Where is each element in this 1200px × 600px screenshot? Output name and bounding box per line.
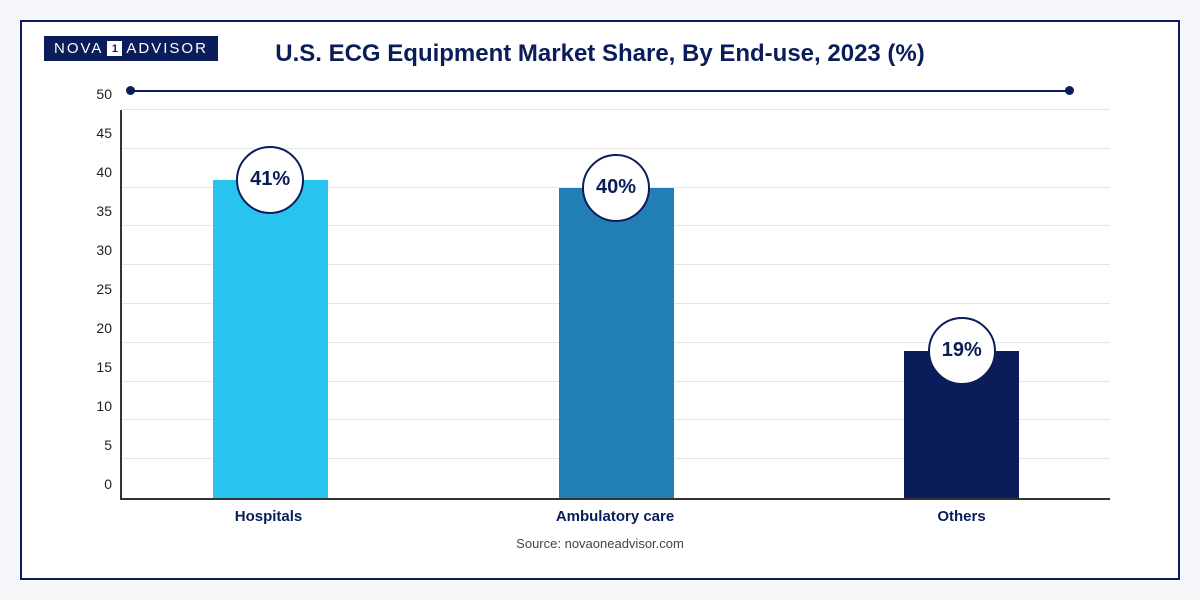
plot-area: 41% 40% 19% <box>120 110 1110 500</box>
divider-dot-left <box>126 86 135 95</box>
bar <box>213 180 328 498</box>
y-tick-label: 15 <box>96 359 112 375</box>
value-badge: 19% <box>928 317 996 385</box>
logo-left: NOVA <box>54 40 103 57</box>
y-tick-label: 20 <box>96 320 112 336</box>
y-axis: 05101520253035404550 <box>70 110 120 500</box>
value-badge: 41% <box>236 146 304 214</box>
y-tick-label: 5 <box>104 437 112 453</box>
brand-logo: NOVA 1 ADVISOR <box>44 36 218 61</box>
logo-box: 1 <box>107 41 122 56</box>
title-divider <box>130 86 1070 96</box>
x-tick-label: Hospitals <box>235 508 303 525</box>
x-axis: Hospitals Ambulatory care Others <box>120 502 1110 530</box>
logo-right: ADVISOR <box>126 40 208 57</box>
y-tick-label: 10 <box>96 398 112 414</box>
grid-line <box>122 109 1110 110</box>
divider-dot-right <box>1065 86 1074 95</box>
x-tick-label: Others <box>937 508 985 525</box>
bar <box>559 188 674 498</box>
divider-line <box>130 90 1070 92</box>
y-tick-label: 40 <box>96 164 112 180</box>
x-tick-label: Ambulatory care <box>556 508 674 525</box>
value-badge: 40% <box>582 154 650 222</box>
source-text: Source: novaoneadvisor.com <box>52 536 1148 551</box>
chart-frame: NOVA 1 ADVISOR U.S. ECG Equipment Market… <box>20 20 1180 580</box>
y-tick-label: 25 <box>96 281 112 297</box>
y-tick-label: 50 <box>96 86 112 102</box>
chart-area: 05101520253035404550 41%40%19% Hospitals… <box>70 110 1130 530</box>
y-tick-label: 35 <box>96 203 112 219</box>
y-tick-label: 0 <box>104 476 112 492</box>
y-tick-label: 30 <box>96 242 112 258</box>
y-tick-label: 45 <box>96 125 112 141</box>
